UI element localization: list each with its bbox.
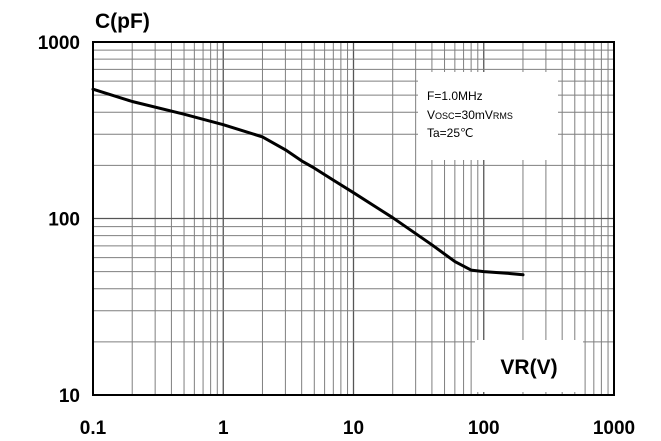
y-tick-labels: 10 100 1000: [38, 33, 80, 407]
x-tick-label: 1: [218, 418, 229, 439]
x-tick-label: 100: [468, 418, 500, 439]
annotation-background: [418, 72, 558, 160]
annotation-voltage-sub: OSC: [435, 111, 455, 121]
x-tick-label: 10: [343, 418, 364, 439]
annotation-temperature: Ta=25℃: [427, 126, 474, 140]
annotation-voltage: VOSC=30mVRMS: [427, 108, 513, 122]
x-tick-label: 1000: [593, 418, 635, 439]
annotation-voltage-value: =30mV: [455, 108, 493, 122]
annotation-box: F=1.0MHz VOSC=30mVRMS Ta=25℃: [418, 72, 558, 160]
x-axis-label: VR(V): [500, 356, 557, 379]
plot-frame: [92, 41, 615, 396]
xlabel-box: VR(V): [475, 340, 583, 392]
y-tick-label: 100: [48, 210, 80, 231]
annotation-voltage-unit-sub: RMS: [493, 111, 513, 121]
y-axis-label: C(pF): [95, 10, 150, 33]
annotation-frequency: F=1.0MHz: [427, 89, 483, 103]
xlabel-background: [475, 340, 583, 392]
y-tick-label: 10: [59, 386, 80, 407]
x-tick-labels: 0.1 1 10 100 1000: [80, 418, 635, 439]
y-tick-label: 1000: [38, 33, 80, 54]
series-line: [91, 87, 525, 277]
annotation-voltage-symbol: V: [427, 108, 435, 122]
x-tick-label: 0.1: [80, 418, 107, 439]
